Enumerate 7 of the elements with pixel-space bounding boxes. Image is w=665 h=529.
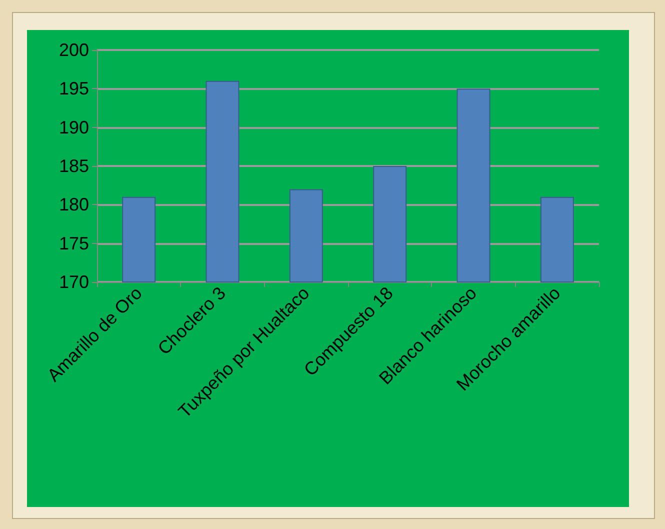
y-tick-label: 190 bbox=[58, 117, 89, 138]
y-tick-label: 170 bbox=[58, 272, 89, 292]
y-tick-label: 200 bbox=[58, 40, 89, 60]
y-tick-label: 180 bbox=[58, 194, 89, 215]
y-tick-label: 185 bbox=[58, 156, 89, 176]
y-tick-label: 175 bbox=[58, 233, 89, 254]
y-tick-label: 195 bbox=[58, 78, 89, 99]
